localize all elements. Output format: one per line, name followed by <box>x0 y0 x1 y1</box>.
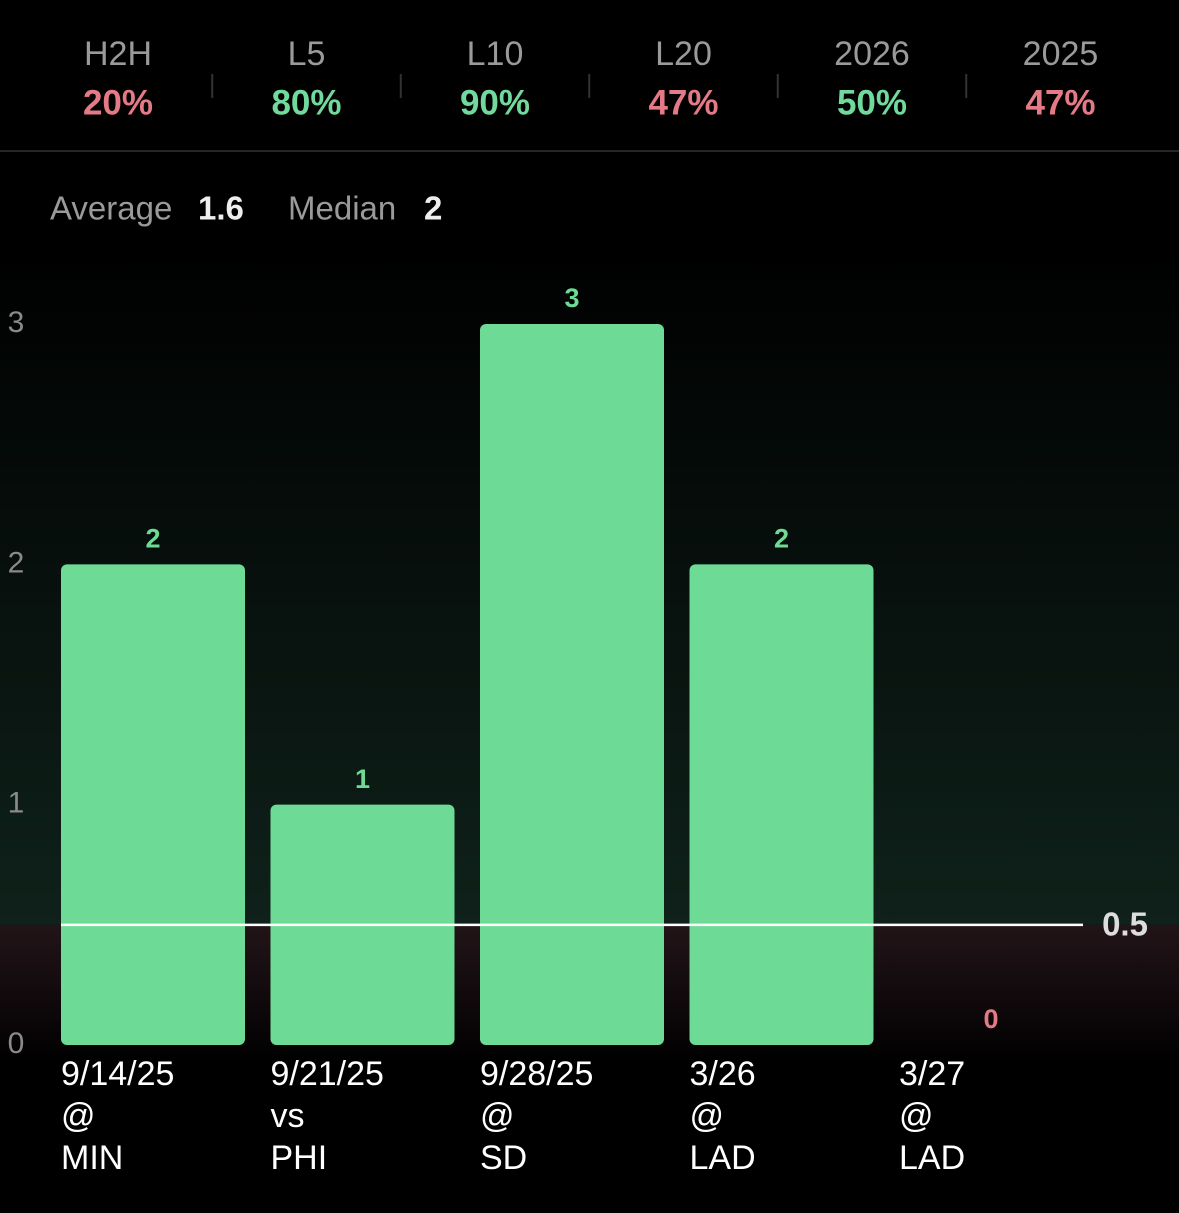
x-venue-label: @ <box>690 1097 725 1135</box>
bar[interactable] <box>689 564 874 1045</box>
y-tick-label: 3 <box>8 306 25 339</box>
x-venue-label: vs <box>271 1097 305 1135</box>
stat-label: 2026 <box>834 35 910 73</box>
summary-label: Average <box>50 190 172 227</box>
x-date-label: 9/28/25 <box>480 1055 593 1093</box>
x-date-label: 9/21/25 <box>271 1055 384 1093</box>
x-venue-label: @ <box>61 1097 96 1135</box>
x-venue-label: @ <box>480 1097 515 1135</box>
stat-label: 2025 <box>1023 35 1099 73</box>
x-opponent-label: LAD <box>899 1139 965 1177</box>
summary-value: 1.6 <box>198 190 244 227</box>
stat-value: 90% <box>460 83 530 122</box>
x-date-label: 3/26 <box>690 1055 756 1093</box>
stat-value: 50% <box>837 83 907 122</box>
value-label: 2 <box>774 523 789 553</box>
summary-value: 2 <box>424 190 442 227</box>
stat-label: L5 <box>288 35 326 73</box>
summary-label: Median <box>288 190 396 227</box>
stat-tab[interactable]: 2025 47% <box>1023 35 1099 122</box>
value-label: 0 <box>983 1004 998 1034</box>
value-label: 3 <box>564 283 579 313</box>
x-date-label: 9/14/25 <box>61 1055 174 1093</box>
value-label: 1 <box>355 764 370 794</box>
x-opponent-label: LAD <box>690 1139 756 1177</box>
y-tick-label: 1 <box>8 787 25 820</box>
stat-tab[interactable]: 2026 50% <box>834 35 910 122</box>
bar[interactable] <box>480 324 664 1045</box>
stat-value: 47% <box>648 83 718 122</box>
y-tick-label: 2 <box>8 546 25 579</box>
x-opponent-label: MIN <box>61 1139 123 1177</box>
stat-label: H2H <box>84 35 152 73</box>
stat-value: 47% <box>1025 83 1095 122</box>
x-date-label: 3/27 <box>899 1055 965 1093</box>
x-venue-label: @ <box>899 1097 934 1135</box>
bar[interactable] <box>61 564 245 1045</box>
x-opponent-label: PHI <box>271 1139 328 1177</box>
stat-value: 80% <box>271 83 341 122</box>
reference-label: 0.5 <box>1102 906 1148 943</box>
y-tick-label: 0 <box>8 1027 25 1060</box>
stat-label: L10 <box>467 35 524 73</box>
x-opponent-label: SD <box>480 1139 527 1177</box>
stat-value: 20% <box>83 83 153 122</box>
value-label: 2 <box>145 523 160 553</box>
stat-label: L20 <box>655 35 712 73</box>
